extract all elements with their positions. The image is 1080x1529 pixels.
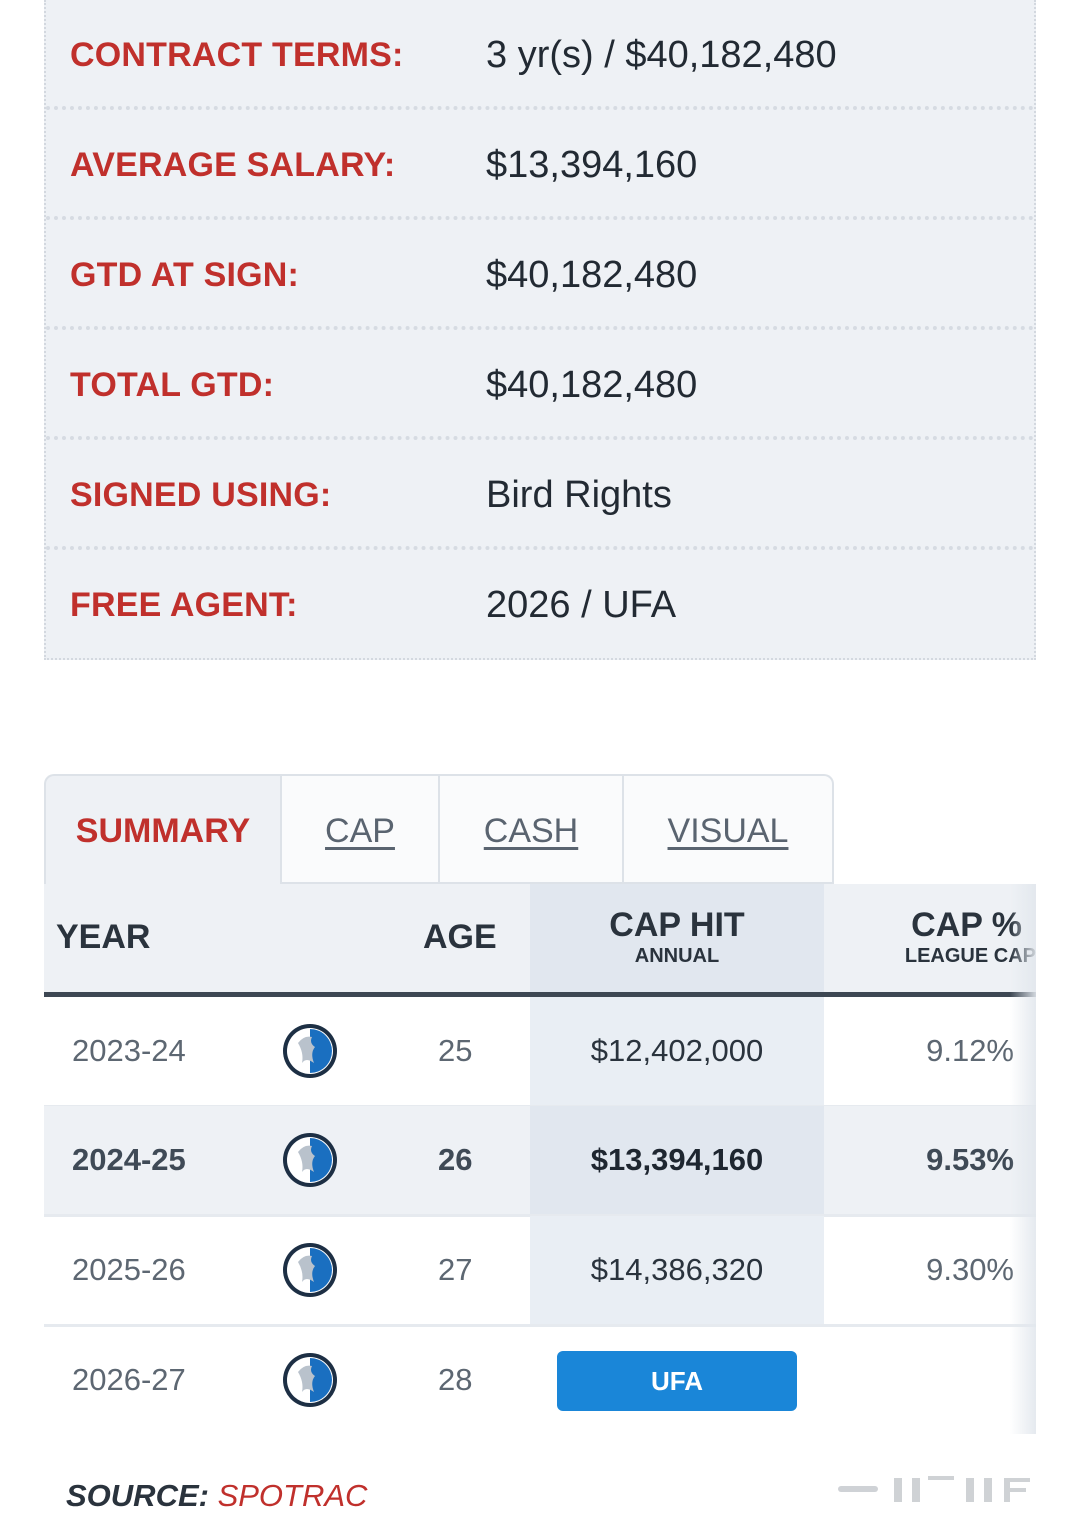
detail-row-signed-using: SIGNED USING: Bird Rights <box>46 440 1034 550</box>
cap-hit-cell: $14,386,320 <box>590 1252 764 1287</box>
year-cell: 2025-26 <box>72 1252 186 1287</box>
detail-label: CONTRACT TERMS: <box>70 36 404 74</box>
age-cell: 25 <box>438 1033 473 1068</box>
source-credit: SOURCE: SPOTRAC <box>66 1478 367 1514</box>
detail-row-free-agent: FREE AGENT: 2026 / UFA <box>46 550 1034 660</box>
year-cell: 2023-24 <box>72 1033 186 1068</box>
age-cell: 28 <box>438 1362 473 1397</box>
header-age[interactable]: AGE <box>423 918 497 956</box>
source-label: SOURCE: <box>66 1478 209 1513</box>
detail-label: AVERAGE SALARY: <box>70 146 396 184</box>
table-row: 2025-26 27 $14,386,320 9.30% <box>44 1216 1036 1327</box>
header-cap-hit[interactable]: CAP HIT ANNUAL <box>609 906 745 967</box>
detail-value: $13,394,160 <box>486 144 698 186</box>
mavericks-logo-icon <box>283 1353 337 1407</box>
table-row: 2026-27 28 UFA <box>44 1326 1036 1434</box>
cap-hit-cell: $13,394,160 <box>590 1142 764 1177</box>
age-cell: 27 <box>438 1252 473 1287</box>
detail-value: 3 yr(s) / $40,182,480 <box>486 34 837 76</box>
ufa-status-badge: UFA <box>557 1351 797 1411</box>
detail-value: 2026 / UFA <box>486 584 677 626</box>
tab-cap[interactable]: CAP <box>282 774 440 884</box>
detail-label: SIGNED USING: <box>70 476 332 514</box>
mavericks-logo-icon <box>283 1133 337 1187</box>
detail-row-total-gtd: TOTAL GTD: $40,182,480 <box>46 330 1034 440</box>
source-name: SPOTRAC <box>217 1478 368 1513</box>
detail-row-gtd-at-sign: GTD AT SIGN: $40,182,480 <box>46 220 1034 330</box>
mavericks-logo-icon <box>283 1024 337 1078</box>
detail-row-contract-terms: CONTRACT TERMS: 3 yr(s) / $40,182,480 <box>46 0 1034 110</box>
cap-hit-cell: $12,402,000 <box>590 1033 764 1068</box>
year-cell: 2026-27 <box>72 1362 186 1397</box>
contract-details-panel: CONTRACT TERMS: 3 yr(s) / $40,182,480 AV… <box>44 0 1036 660</box>
tab-summary[interactable]: SUMMARY <box>44 774 282 884</box>
tab-visual[interactable]: VISUAL <box>624 774 834 884</box>
contract-tabs: SUMMARY CAP CASH VISUAL <box>44 774 834 884</box>
cap-pct-cell: 9.53% <box>926 1142 1014 1177</box>
cap-pct-cell: 9.30% <box>926 1252 1014 1287</box>
detail-row-average-salary: AVERAGE SALARY: $13,394,160 <box>46 110 1034 220</box>
detail-label: FREE AGENT: <box>70 586 298 624</box>
detail-value: $40,182,480 <box>486 254 698 296</box>
detail-label: GTD AT SIGN: <box>70 256 300 294</box>
watermark-logo-icon <box>838 1476 1030 1502</box>
year-cell: 2024-25 <box>72 1142 186 1177</box>
age-cell: 26 <box>438 1142 473 1177</box>
tab-cash[interactable]: CASH <box>440 774 624 884</box>
header-cap-pct[interactable]: CAP % LEAGUE CAP <box>904 906 1036 967</box>
detail-value: $40,182,480 <box>486 364 698 406</box>
detail-label: TOTAL GTD: <box>70 366 275 404</box>
cap-pct-cell: 9.12% <box>926 1033 1014 1068</box>
table-row: 2023-24 25 $12,402,000 9.12% <box>44 997 1036 1108</box>
mavericks-logo-icon <box>283 1243 337 1297</box>
table-header: YEAR AGE CAP HIT ANNUAL CAP % LEAGUE CAP <box>44 884 1036 997</box>
detail-value: Bird Rights <box>486 474 672 516</box>
table-row-current: 2024-25 26 $13,394,160 9.53% <box>44 1106 1036 1217</box>
header-year[interactable]: YEAR <box>56 918 151 956</box>
